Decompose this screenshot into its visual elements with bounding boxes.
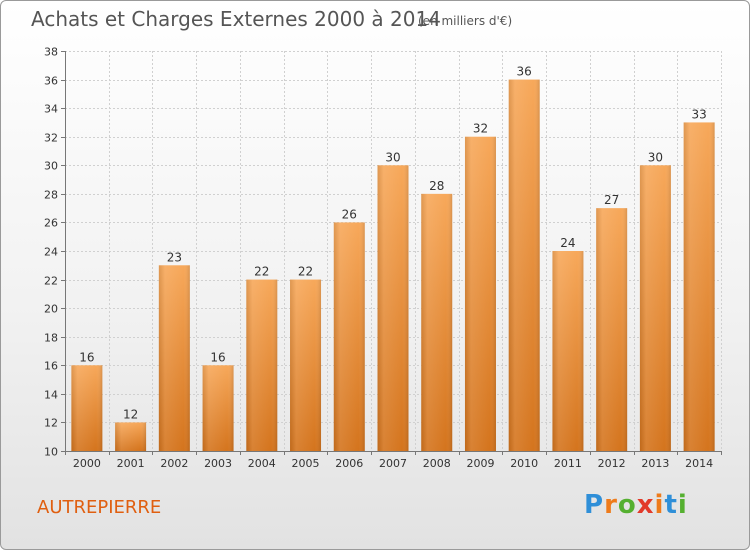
x-tick-label: 2011 xyxy=(554,457,582,470)
bar-shade xyxy=(683,122,715,451)
value-label: 30 xyxy=(385,150,400,164)
logo-letter: i xyxy=(677,490,688,520)
chart-title: Achats et Charges Externes 2000 à 2014 xyxy=(31,7,441,31)
logo-letter: P xyxy=(584,490,605,520)
y-tick-label: 18 xyxy=(44,332,58,345)
y-tick-label: 10 xyxy=(44,446,58,459)
logo-letter: x xyxy=(636,490,655,520)
y-tick-label: 16 xyxy=(44,360,58,373)
unit-note: (en milliers d'€) xyxy=(418,14,513,28)
value-label: 36 xyxy=(517,65,532,79)
y-tick-label: 34 xyxy=(44,103,58,116)
y-tick-label: 14 xyxy=(44,389,58,402)
bar-shade xyxy=(333,222,365,451)
x-tick-label: 2014 xyxy=(685,457,713,470)
x-tick-label: 2003 xyxy=(204,457,232,470)
bar-shade xyxy=(290,279,322,451)
bar-shade xyxy=(158,265,190,451)
bar-shade xyxy=(464,136,496,451)
x-tick-label: 2012 xyxy=(598,457,626,470)
bar-shade xyxy=(596,208,628,451)
y-tick-label: 36 xyxy=(44,75,58,88)
value-label: 26 xyxy=(342,207,357,221)
proxiti-logo: Proxiti xyxy=(584,490,688,520)
value-label: 33 xyxy=(691,107,706,121)
axes: 10 12 14 16 18 20 22 24 26 28 30 32 34 36 38 xyxy=(44,46,722,459)
value-label: 22 xyxy=(254,265,269,279)
y-tick-label: 22 xyxy=(44,275,58,288)
bar-shade xyxy=(115,422,147,451)
value-label: 28 xyxy=(429,179,444,193)
x-tick-label: 2005 xyxy=(292,457,320,470)
bar-shade xyxy=(421,193,453,451)
value-label: 12 xyxy=(123,407,138,421)
y-tick-label: 38 xyxy=(44,46,58,59)
commune-name: AUTREPIERRE xyxy=(37,497,162,518)
x-tick-label: 2010 xyxy=(510,457,538,470)
value-label: 24 xyxy=(560,236,575,250)
value-label: 30 xyxy=(648,150,663,164)
bar-shade xyxy=(377,165,409,452)
y-tick-label: 12 xyxy=(44,417,58,430)
x-tick-label: 2008 xyxy=(423,457,451,470)
value-label: 16 xyxy=(79,350,94,364)
labels: 16 2000 12 2001 23 2002 16 2003 22 2004 22 2005 26 20… xyxy=(73,65,713,470)
value-label: 23 xyxy=(167,250,182,264)
logo-letter: o xyxy=(617,490,637,520)
value-label: 32 xyxy=(473,122,488,136)
x-tick-label: 2004 xyxy=(248,457,276,470)
x-tick-label: 2013 xyxy=(641,457,669,470)
bar-shade xyxy=(202,365,234,451)
value-label: 22 xyxy=(298,265,313,279)
y-tick-label: 24 xyxy=(44,246,58,259)
bars xyxy=(71,79,715,452)
y-tick-label: 20 xyxy=(44,303,58,316)
logo-letter: r xyxy=(604,490,618,520)
x-tick-label: 2001 xyxy=(117,457,145,470)
x-tick-label: 2006 xyxy=(335,457,363,470)
x-tick-label: 2002 xyxy=(160,457,188,470)
x-tick-label: 2009 xyxy=(466,457,494,470)
value-label: 16 xyxy=(210,350,225,364)
bar-shade xyxy=(246,279,278,451)
bar-shade xyxy=(71,365,103,451)
logo-letter: t xyxy=(664,490,678,520)
y-tick-label: 26 xyxy=(44,217,58,230)
x-tick-label: 2007 xyxy=(379,457,407,470)
y-tick-label: 32 xyxy=(44,132,58,145)
y-tick-label: 28 xyxy=(44,189,58,202)
bar-shade xyxy=(508,79,540,452)
logo-letter: i xyxy=(654,490,665,520)
y-tick-label: 30 xyxy=(44,160,58,173)
value-label: 27 xyxy=(604,193,619,207)
bar-shade xyxy=(639,165,671,452)
x-tick-label: 2000 xyxy=(73,457,101,470)
bar-shade xyxy=(552,251,584,451)
